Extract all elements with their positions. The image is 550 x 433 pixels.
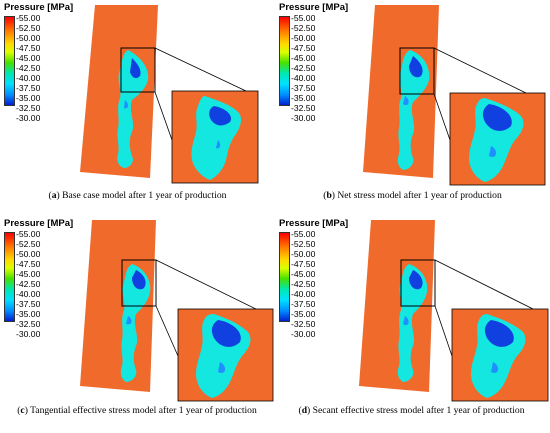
legend-tick: -47.50 (16, 43, 41, 53)
legend-tick: -42.50 (291, 279, 316, 289)
legend-tick: -42.50 (16, 63, 41, 73)
caption-letter: d (301, 405, 308, 416)
legend-tick: -40.00 (291, 73, 316, 83)
caption-letter: c (20, 405, 25, 416)
panel-a: Pressure [MPa] -55.00 -52.50 -50.00 -47.… (0, 0, 275, 216)
legend-tick: -37.50 (291, 299, 316, 309)
legend-tick: -47.50 (291, 259, 316, 269)
pressure-map-b (363, 5, 546, 186)
legend-tick: -37.50 (291, 83, 316, 93)
caption-d: (d) Secant effective stress model after … (298, 405, 525, 416)
panel-b: Pressure [MPa] -55.00 -52.50 -50.00 -47.… (275, 0, 550, 216)
legend-tick: -40.00 (16, 289, 41, 299)
legend-tick: -45.00 (16, 53, 41, 63)
legend-tick: -42.50 (291, 63, 316, 73)
legend-tick: -40.00 (291, 289, 316, 299)
caption-letter: a (51, 190, 57, 201)
legend-tick: -55.00 (16, 229, 41, 239)
legend-title: Pressure [MPa] (279, 218, 349, 229)
caption-text: Net stress model after 1 year of product… (334, 190, 502, 201)
caption-text: Tangential effective stress model after … (27, 405, 257, 416)
legend-ticks: -55.00 -52.50 -50.00 -47.50 -45.00 -42.5… (291, 229, 315, 339)
legend-tick: -35.00 (16, 309, 41, 319)
legend-title: Pressure [MPa] (279, 2, 349, 13)
legend-tick: -52.50 (16, 239, 41, 249)
legend-ticks: -55.00 -52.50 -50.00 -47.50 -45.00 -42.5… (16, 229, 40, 339)
caption-letter: b (326, 190, 332, 201)
legend-color-bar (4, 232, 15, 322)
legend-tick: -50.00 (291, 33, 316, 43)
caption-c: (c) Tangential effective stress model af… (17, 405, 257, 416)
legend-tick: -52.50 (291, 239, 316, 249)
legend-title: Pressure [MPa] (4, 218, 74, 229)
pressure-map-d (359, 220, 549, 402)
caption-text: Base case model after 1 year of producti… (59, 190, 227, 201)
legend-tick: -32.50 (16, 319, 41, 329)
legend-color-bar (4, 16, 15, 106)
legend-tick: -47.50 (291, 43, 316, 53)
legend-tick: -30.00 (16, 113, 41, 123)
legend-ticks: -55.00 -52.50 -50.00 -47.50 -45.00 -42.5… (291, 13, 315, 123)
legend-tick: -55.00 (16, 13, 41, 23)
legend-tick: -37.50 (16, 83, 41, 93)
legend-tick: -40.00 (16, 73, 41, 83)
legend-tick: -35.00 (291, 309, 316, 319)
pressure-map-c (80, 220, 274, 402)
legend-a: Pressure [MPa] -55.00 -52.50 -50.00 -47.… (4, 2, 84, 123)
legend-b: Pressure [MPa] -55.00 -52.50 -50.00 -47.… (279, 2, 359, 123)
legend-tick: -52.50 (291, 23, 316, 33)
legend-color-bar (279, 232, 290, 322)
legend-c: Pressure [MPa] -55.00 -52.50 -50.00 -47.… (4, 218, 84, 339)
caption-text: Secant effective stress model after 1 ye… (310, 405, 525, 416)
legend-tick: -30.00 (291, 113, 316, 123)
legend-tick: -47.50 (16, 259, 41, 269)
legend-tick: -32.50 (16, 103, 41, 113)
legend-tick: -30.00 (16, 329, 41, 339)
panel-c: Pressure [MPa] -55.00 -52.50 -50.00 -47.… (0, 216, 275, 432)
legend-tick: -32.50 (291, 103, 316, 113)
legend-tick: -32.50 (291, 319, 316, 329)
legend-tick: -50.00 (16, 33, 41, 43)
caption-b: (b) Net stress model after 1 year of pro… (323, 190, 502, 201)
legend-tick: -35.00 (16, 93, 41, 103)
legend-tick: -37.50 (16, 299, 41, 309)
legend-tick: -45.00 (291, 269, 316, 279)
legend-tick: -50.00 (16, 249, 41, 259)
legend-tick: -30.00 (291, 329, 316, 339)
caption-a: (a) Base case model after 1 year of prod… (48, 190, 227, 201)
legend-d: Pressure [MPa] -55.00 -52.50 -50.00 -47.… (279, 218, 359, 339)
legend-tick: -55.00 (291, 229, 316, 239)
legend-tick: -50.00 (291, 249, 316, 259)
legend-tick: -45.00 (291, 53, 316, 63)
pressure-map-a (80, 5, 259, 184)
legend-color-bar (279, 16, 290, 106)
legend-title: Pressure [MPa] (4, 2, 74, 13)
panel-d: Pressure [MPa] -55.00 -52.50 -50.00 -47.… (275, 216, 550, 432)
legend-tick: -35.00 (291, 93, 316, 103)
legend-tick: -45.00 (16, 269, 41, 279)
legend-ticks: -55.00 -52.50 -50.00 -47.50 -45.00 -42.5… (16, 13, 40, 123)
legend-tick: -52.50 (16, 23, 41, 33)
legend-tick: -42.50 (16, 279, 41, 289)
legend-tick: -55.00 (291, 13, 316, 23)
